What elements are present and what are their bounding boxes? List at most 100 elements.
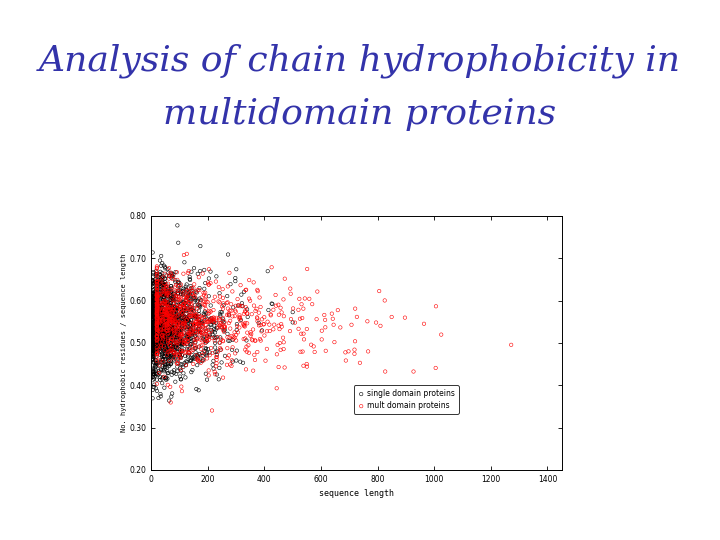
single domain proteins — [166, 339, 177, 347]
single domain proteins — [174, 327, 186, 335]
single domain proteins — [155, 392, 166, 401]
single domain proteins — [174, 320, 185, 329]
single domain proteins — [147, 334, 158, 343]
single domain proteins — [171, 362, 183, 371]
mult domain proteins — [256, 327, 267, 336]
mult domain proteins — [170, 287, 181, 296]
mult domain proteins — [175, 306, 186, 315]
mult domain proteins — [198, 300, 210, 309]
single domain proteins — [147, 291, 158, 299]
single domain proteins — [147, 323, 158, 332]
mult domain proteins — [271, 350, 283, 359]
single domain proteins — [156, 336, 167, 345]
single domain proteins — [156, 324, 167, 333]
single domain proteins — [150, 316, 161, 325]
single domain proteins — [166, 313, 178, 322]
single domain proteins — [147, 334, 158, 343]
mult domain proteins — [151, 264, 163, 272]
single domain proteins — [176, 316, 188, 325]
mult domain proteins — [151, 284, 163, 293]
single domain proteins — [152, 330, 163, 339]
single domain proteins — [172, 355, 184, 363]
mult domain proteins — [157, 291, 168, 300]
X-axis label: sequence length: sequence length — [319, 489, 394, 498]
single domain proteins — [156, 322, 168, 330]
single domain proteins — [182, 303, 194, 312]
single domain proteins — [189, 312, 200, 321]
mult domain proteins — [152, 328, 163, 337]
single domain proteins — [168, 339, 180, 347]
single domain proteins — [166, 345, 178, 353]
single domain proteins — [149, 288, 161, 296]
single domain proteins — [192, 296, 204, 305]
mult domain proteins — [192, 315, 203, 324]
single domain proteins — [176, 307, 187, 315]
single domain proteins — [147, 294, 158, 302]
single domain proteins — [147, 350, 158, 359]
single domain proteins — [147, 282, 158, 291]
mult domain proteins — [172, 325, 184, 333]
single domain proteins — [147, 299, 158, 307]
single domain proteins — [166, 307, 178, 315]
mult domain proteins — [174, 295, 186, 304]
mult domain proteins — [174, 294, 185, 303]
single domain proteins — [184, 340, 196, 349]
mult domain proteins — [166, 305, 177, 314]
single domain proteins — [174, 302, 186, 311]
single domain proteins — [165, 322, 176, 330]
single domain proteins — [160, 330, 171, 339]
single domain proteins — [176, 335, 188, 343]
mult domain proteins — [191, 327, 202, 336]
single domain proteins — [186, 315, 197, 324]
single domain proteins — [148, 326, 160, 334]
mult domain proteins — [165, 270, 176, 279]
single domain proteins — [160, 357, 171, 366]
mult domain proteins — [278, 312, 289, 321]
mult domain proteins — [178, 319, 189, 328]
single domain proteins — [149, 337, 161, 346]
mult domain proteins — [199, 330, 210, 339]
single domain proteins — [147, 332, 158, 341]
single domain proteins — [158, 339, 169, 347]
mult domain proteins — [151, 282, 163, 291]
single domain proteins — [159, 294, 171, 302]
single domain proteins — [166, 294, 177, 303]
single domain proteins — [159, 315, 171, 323]
mult domain proteins — [151, 314, 163, 323]
single domain proteins — [168, 313, 180, 322]
mult domain proteins — [151, 332, 163, 341]
mult domain proteins — [159, 296, 171, 305]
mult domain proteins — [154, 361, 166, 369]
single domain proteins — [150, 300, 162, 308]
single domain proteins — [166, 331, 178, 340]
single domain proteins — [150, 287, 161, 295]
single domain proteins — [194, 284, 205, 292]
single domain proteins — [173, 353, 184, 362]
single domain proteins — [190, 312, 202, 321]
single domain proteins — [160, 374, 171, 382]
mult domain proteins — [163, 302, 175, 311]
single domain proteins — [193, 325, 204, 333]
mult domain proteins — [202, 332, 214, 341]
mult domain proteins — [159, 299, 171, 308]
single domain proteins — [156, 279, 168, 287]
single domain proteins — [150, 328, 162, 336]
single domain proteins — [154, 333, 166, 341]
mult domain proteins — [155, 303, 166, 312]
mult domain proteins — [165, 324, 176, 333]
mult domain proteins — [418, 320, 430, 328]
mult domain proteins — [174, 353, 186, 362]
single domain proteins — [167, 329, 179, 338]
single domain proteins — [194, 267, 206, 275]
single domain proteins — [164, 346, 176, 355]
single domain proteins — [148, 289, 160, 298]
mult domain proteins — [151, 333, 163, 342]
single domain proteins — [179, 322, 191, 331]
single domain proteins — [147, 327, 158, 335]
single domain proteins — [186, 286, 197, 295]
single domain proteins — [147, 309, 158, 318]
single domain proteins — [158, 309, 170, 318]
single domain proteins — [180, 336, 192, 345]
single domain proteins — [155, 327, 166, 336]
mult domain proteins — [163, 348, 174, 356]
